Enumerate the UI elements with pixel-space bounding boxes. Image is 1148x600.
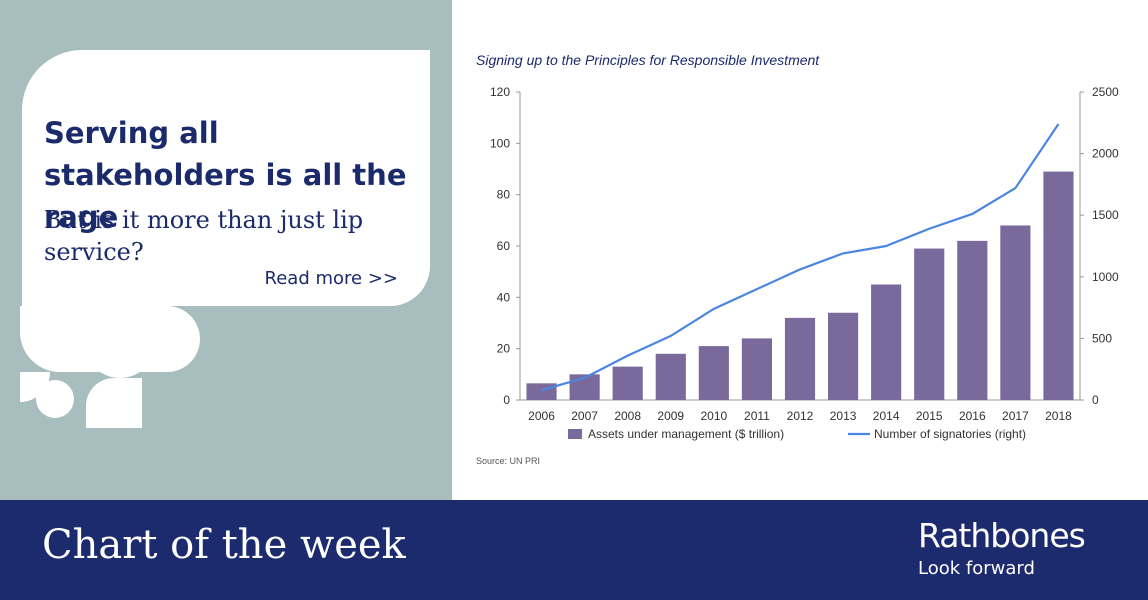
right-tick-label: 2000 xyxy=(1092,147,1119,161)
right-tick-label: 0 xyxy=(1092,393,1099,407)
legend-bar-label: Assets under management ($ trillion) xyxy=(588,427,784,441)
bar-2015 xyxy=(914,248,945,400)
left-tick-label: 100 xyxy=(490,136,510,150)
chart-title: Signing up to the Principles for Respons… xyxy=(476,52,820,68)
read-more-link[interactable]: Read more >> xyxy=(264,268,398,289)
x-tick-label: 2014 xyxy=(873,409,900,423)
decorative-leaf xyxy=(86,378,142,428)
bar-2010 xyxy=(698,346,729,400)
subheadline: But is it more than just lip service? xyxy=(44,206,364,266)
x-tick-label: 2009 xyxy=(657,409,684,423)
bar-2006 xyxy=(526,383,557,400)
legend-bar-swatch xyxy=(568,429,582,439)
bar-2009 xyxy=(655,353,686,400)
footer-title: Chart of the week xyxy=(42,522,406,568)
bar-2011 xyxy=(741,338,772,400)
bar-2017 xyxy=(1000,225,1031,400)
headline: Serving all stakeholders is all the rage xyxy=(44,116,407,234)
chart-area: Signing up to the Principles for Respons… xyxy=(452,0,1148,500)
bar-2008 xyxy=(612,366,643,400)
bar-2018 xyxy=(1043,171,1074,400)
brand-logo[interactable]: Rathbones xyxy=(918,516,1086,555)
bar-2014 xyxy=(871,284,902,400)
x-tick-label: 2013 xyxy=(830,409,857,423)
right-tick-label: 500 xyxy=(1092,331,1112,345)
x-tick-label: 2006 xyxy=(528,409,555,423)
left-tick-label: 60 xyxy=(497,239,511,253)
decorative-shape-right xyxy=(132,306,200,372)
right-tick-label: 2500 xyxy=(1092,85,1119,99)
chart-source: Source: UN PRI xyxy=(476,456,541,466)
brand-tagline: Look forward xyxy=(918,558,1035,579)
x-tick-label: 2008 xyxy=(614,409,641,423)
left-tick-label: 20 xyxy=(497,342,511,356)
x-tick-label: 2017 xyxy=(1002,409,1029,423)
x-tick-label: 2010 xyxy=(700,409,727,423)
left-tick-label: 80 xyxy=(497,188,511,202)
x-tick-label: 2016 xyxy=(959,409,986,423)
legend-line-label: Number of signatories (right) xyxy=(874,427,1026,441)
chart-svg: 0 20 40 60 80 100 120 0 500 1000 1500 2000 2500 2006 2… xyxy=(490,85,1119,441)
bar-2016 xyxy=(957,240,988,400)
x-tick-label: 2007 xyxy=(571,409,598,423)
footer-bar: Chart of the week Rathbones Look forward xyxy=(0,500,1148,600)
x-tick-label: 2011 xyxy=(744,409,770,423)
left-tick-label: 120 xyxy=(490,85,510,99)
x-tick-label: 2012 xyxy=(787,409,814,423)
x-tick-label: 2015 xyxy=(916,409,943,423)
left-tick-label: 0 xyxy=(503,393,510,407)
right-tick-label: 1000 xyxy=(1092,270,1119,284)
bar-2012 xyxy=(784,317,816,400)
x-tick-label: 2018 xyxy=(1045,409,1072,423)
bar-2013 xyxy=(828,312,859,400)
promo-panel: Serving all stakeholders is all the rage… xyxy=(0,0,452,500)
left-tick-label: 40 xyxy=(497,290,511,304)
speech-bubble: Serving all stakeholders is all the rage… xyxy=(22,50,430,306)
right-tick-label: 1500 xyxy=(1092,208,1119,222)
